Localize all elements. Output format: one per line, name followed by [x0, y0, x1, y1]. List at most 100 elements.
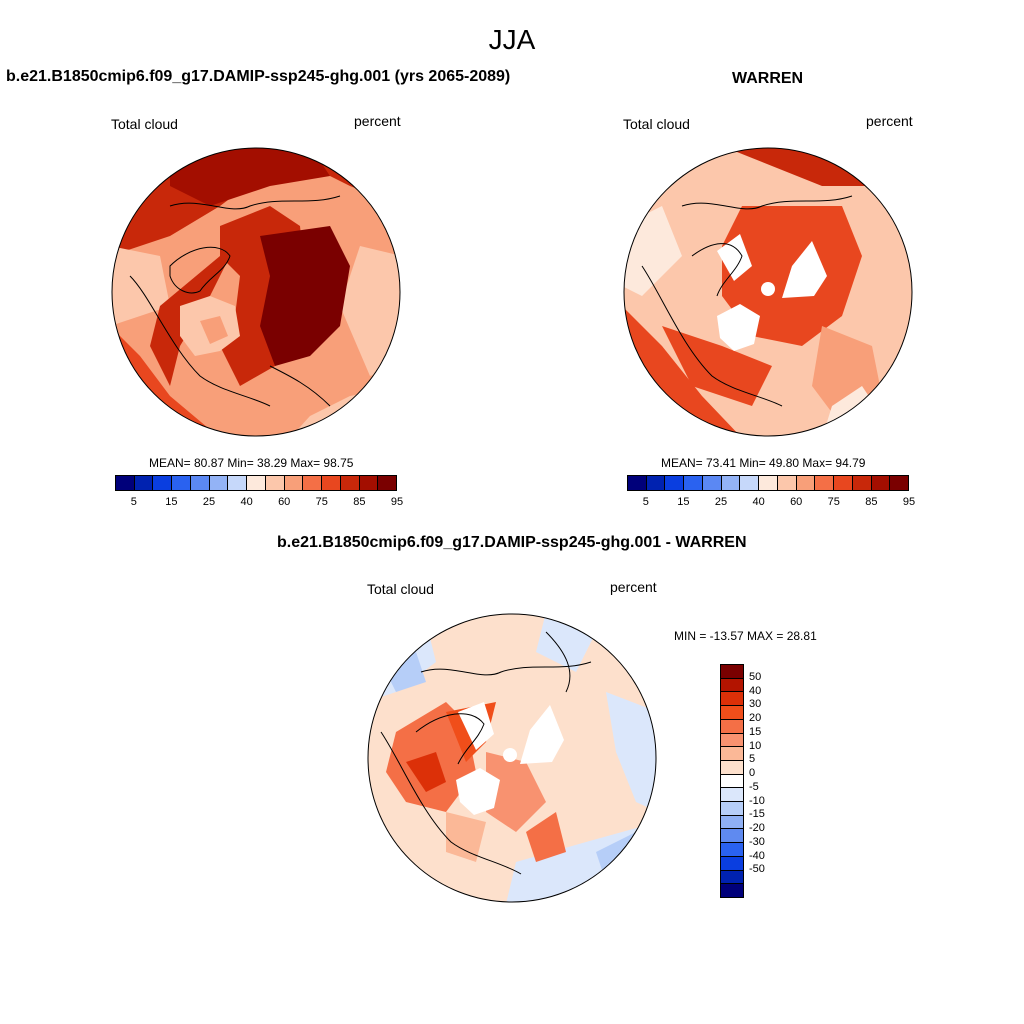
model-colorbar-swatch	[209, 476, 229, 490]
obs-colorbar-swatch	[740, 476, 760, 490]
diff-colorbar-swatch	[721, 665, 743, 679]
diff-colorbar-swatch	[721, 747, 743, 761]
obs-variable-label: Total cloud	[623, 116, 690, 132]
diff-colorbar-swatch	[721, 802, 743, 816]
diff-colorbar-swatch	[721, 856, 743, 871]
obs-colorbar	[627, 475, 909, 491]
obs-colorbar-swatch	[777, 476, 797, 490]
model-polar-map	[111, 147, 401, 437]
diff-colorbar-swatch	[721, 884, 743, 897]
model-variable-label: Total cloud	[111, 116, 178, 132]
obs-colorbar-swatch	[721, 476, 741, 490]
diff-colorbar-tick-label: -5	[749, 780, 759, 793]
obs-colorbar-tick-label: 75	[827, 496, 840, 508]
diff-colorbar-tick-label: -10	[749, 794, 765, 807]
diff-colorbar-swatch	[721, 692, 743, 707]
diff-colorbar-swatch	[721, 706, 743, 720]
model-colorbar-tick-label: 95	[390, 496, 404, 508]
diff-colorbar-swatch	[721, 733, 743, 748]
diff-colorbar-tick-label: 20	[749, 712, 762, 725]
diff-colorbar-swatch	[721, 829, 743, 844]
model-colorbar-swatch	[190, 476, 210, 490]
model-colorbar-tick-label: 25	[202, 496, 216, 508]
obs-colorbar-tick-label: 25	[714, 496, 728, 508]
obs-panel-title: WARREN	[732, 70, 804, 87]
model-colorbar-swatch	[153, 476, 173, 490]
model-colorbar-swatch	[134, 476, 154, 490]
model-colorbar-swatch	[378, 476, 397, 490]
obs-colorbar-tick-label: 5	[642, 496, 649, 508]
diff-colorbar-tick-label: -15	[749, 808, 765, 821]
obs-colorbar-swatch	[702, 476, 722, 490]
diff-colorbar-swatch	[721, 788, 743, 803]
diff-colorbar-tick-label: -40	[749, 849, 765, 862]
diff-polar-map	[367, 613, 657, 903]
diff-colorbar-tick-label: 40	[749, 684, 762, 697]
model-colorbar-tick-label: 60	[278, 496, 291, 508]
obs-colorbar-swatch	[815, 476, 835, 490]
obs-colorbar-ticks: 5 15 25 40 60 75 85 95	[627, 496, 915, 510]
diff-colorbar-tick-label: 0	[749, 767, 756, 780]
obs-polar-map	[623, 147, 913, 437]
model-colorbar-ticks: 5 15 25 40 60 75 85 95	[115, 496, 403, 510]
diff-stats: MIN = -13.57 MAX = 28.81	[674, 629, 817, 643]
obs-colorbar-swatch	[852, 476, 872, 490]
model-colorbar-tick-label: 40	[240, 496, 253, 508]
diff-colorbar-tick-label: -30	[749, 835, 765, 848]
diff-colorbar	[720, 664, 744, 898]
obs-stats: MEAN= 73.41 Min= 49.80 Max= 94.79	[661, 456, 866, 470]
obs-colorbar-swatch	[759, 476, 778, 490]
obs-colorbar-tick-label: 60	[790, 496, 803, 508]
diff-variable-label: Total cloud	[367, 581, 434, 597]
obs-colorbar-swatch	[834, 476, 853, 490]
diff-colorbar-swatch	[721, 678, 743, 693]
model-units-label: percent	[354, 113, 401, 129]
diff-colorbar-tick-label: -50	[749, 863, 765, 876]
diff-colorbar-swatch	[721, 870, 743, 885]
obs-colorbar-tick-label: 85	[865, 496, 878, 508]
diff-colorbar-swatch	[721, 774, 743, 789]
model-colorbar	[115, 475, 397, 491]
obs-units-label: percent	[866, 113, 913, 129]
diff-colorbar-tick-label: 30	[749, 698, 762, 711]
obs-colorbar-swatch	[665, 476, 685, 490]
model-colorbar-swatch	[228, 476, 248, 490]
diff-colorbar-swatch	[721, 719, 743, 734]
obs-colorbar-tick-label: 95	[902, 496, 916, 508]
model-colorbar-swatch	[172, 476, 191, 490]
model-colorbar-tick-label: 5	[130, 496, 137, 508]
model-panel-title: b.e21.B1850cmip6.f09_g17.DAMIP-ssp245-gh…	[6, 68, 511, 85]
obs-colorbar-tick-label: 40	[752, 496, 765, 508]
model-colorbar-swatch	[303, 476, 323, 490]
diff-panel-title: b.e21.B1850cmip6.f09_g17.DAMIP-ssp245-gh…	[277, 534, 747, 551]
model-stats: MEAN= 80.87 Min= 38.29 Max= 98.75	[149, 456, 354, 470]
diff-colorbar-ticks: 50 40 30 20 15 10 5 0 -5 -10 -15 -20 -30 -40 -50	[749, 664, 789, 898]
diff-colorbar-swatch	[721, 843, 743, 857]
model-colorbar-swatch	[359, 476, 379, 490]
model-colorbar-swatch	[116, 476, 135, 490]
diff-colorbar-tick-label: -20	[749, 822, 765, 835]
model-colorbar-swatch	[284, 476, 304, 490]
diff-colorbar-swatch	[721, 760, 743, 775]
diff-colorbar-tick-label: 50	[749, 670, 762, 683]
diff-colorbar-tick-label: 15	[749, 725, 762, 738]
obs-colorbar-swatch	[871, 476, 891, 490]
model-colorbar-swatch	[340, 476, 360, 490]
obs-colorbar-swatch	[646, 476, 666, 490]
model-colorbar-tick-label: 15	[165, 496, 178, 508]
diff-colorbar-tick-label: 5	[749, 753, 756, 766]
obs-colorbar-swatch	[628, 476, 647, 490]
diff-colorbar-tick-label: 10	[749, 739, 762, 752]
model-colorbar-tick-label: 85	[353, 496, 366, 508]
diff-colorbar-swatch	[721, 815, 743, 830]
diff-units-label: percent	[610, 579, 657, 595]
model-colorbar-tick-label: 75	[315, 496, 328, 508]
page-title: JJA	[488, 24, 536, 55]
model-colorbar-swatch	[265, 476, 285, 490]
obs-colorbar-swatch	[890, 476, 909, 490]
model-colorbar-swatch	[322, 476, 341, 490]
obs-colorbar-swatch	[684, 476, 703, 490]
obs-colorbar-swatch	[796, 476, 816, 490]
model-colorbar-swatch	[247, 476, 266, 490]
obs-colorbar-tick-label: 15	[677, 496, 690, 508]
